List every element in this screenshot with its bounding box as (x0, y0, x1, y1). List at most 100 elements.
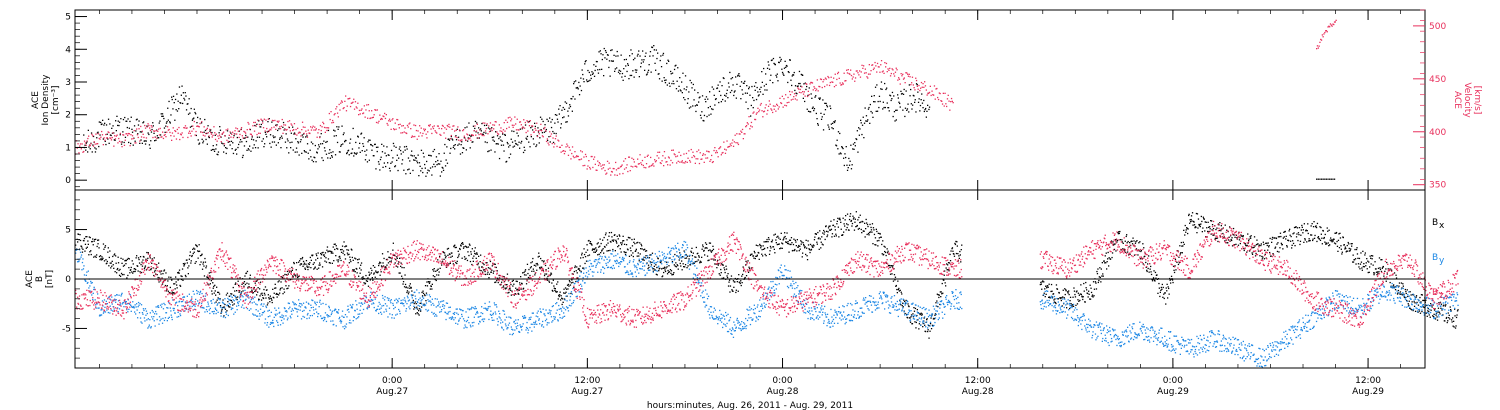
velocity-point (649, 165, 651, 167)
bx-point (560, 299, 562, 301)
bx-point (1397, 289, 1400, 292)
bx-point (88, 236, 90, 238)
bx-point (1177, 263, 1180, 266)
ion-density-point (232, 142, 234, 144)
ion-density-point (533, 143, 535, 145)
bx-point (321, 252, 323, 254)
bx-point (1253, 246, 1255, 248)
bx-point (1196, 232, 1198, 234)
velocity-point (789, 94, 792, 96)
ion-density-point (823, 113, 825, 115)
bx-point (1078, 300, 1080, 302)
bx-point (1108, 265, 1110, 267)
ion-density-point (895, 109, 897, 111)
velocity-point (650, 165, 653, 167)
bx-point (127, 257, 129, 260)
bx-point (233, 303, 235, 305)
bx-point (530, 266, 532, 268)
velocity-point (505, 119, 507, 121)
velocity-point (684, 162, 686, 164)
bx-point (758, 258, 760, 260)
velocity-point (813, 86, 815, 88)
bx-point (897, 288, 899, 291)
bx-point (307, 263, 310, 265)
bx-point (380, 271, 382, 273)
velocity-point (284, 128, 286, 131)
bx-point (520, 276, 522, 278)
velocity-point (175, 130, 177, 133)
ion-density-point (295, 138, 297, 140)
velocity-point (877, 66, 879, 68)
velocity-point (188, 132, 190, 134)
velocity-point (289, 130, 291, 132)
velocity-point (835, 84, 837, 86)
velocity-point (779, 97, 781, 99)
bx-point (1220, 230, 1222, 232)
bx-point (548, 281, 551, 283)
bx-point (312, 254, 314, 256)
bx-point (787, 243, 790, 245)
velocity-point (910, 84, 912, 86)
velocity-point (915, 77, 917, 79)
bx-point (517, 288, 519, 290)
velocity-point (836, 78, 838, 81)
velocity-point (210, 131, 212, 134)
bx-point (1318, 238, 1321, 240)
ion-density-point (344, 141, 346, 143)
bx-point (1380, 270, 1383, 273)
bx-point (605, 244, 608, 246)
bx-point (818, 237, 820, 239)
bx-point (101, 258, 104, 260)
bx-point (225, 294, 228, 296)
bx-point (541, 260, 543, 262)
bx-point (1283, 231, 1285, 233)
velocity-point (856, 70, 858, 72)
bx-point (1372, 255, 1374, 257)
bx-point (771, 241, 773, 243)
ion-density-point (487, 127, 490, 129)
ion-density-point (914, 101, 916, 103)
bx-point (795, 241, 797, 243)
velocity-point (889, 75, 892, 77)
bx-point (157, 276, 159, 279)
ion-density-point (370, 143, 372, 146)
bx-point (470, 253, 472, 255)
velocity-point (782, 106, 784, 108)
bx-point (1299, 243, 1301, 246)
velocity-point (776, 103, 778, 105)
velocity-point (603, 164, 605, 166)
ion-density-point (172, 95, 175, 97)
ion-density-point (495, 143, 497, 145)
velocity-point (397, 119, 399, 121)
velocity-point (616, 174, 618, 176)
bx-point (306, 265, 308, 267)
velocity-point (644, 156, 646, 158)
ion-density-point (757, 91, 759, 93)
ion-density-point (605, 51, 607, 54)
ion-density-point (458, 143, 460, 145)
velocity-point (151, 126, 153, 128)
bx-point (1306, 241, 1308, 243)
velocity-point (618, 167, 620, 169)
ion-density-point (711, 108, 713, 110)
bx-point (91, 240, 93, 243)
velocity-late-point (1320, 39, 1323, 41)
bx-point (1169, 279, 1171, 281)
ion-density-point (593, 64, 595, 66)
ion-density-point (448, 138, 450, 140)
bx-point (725, 268, 728, 270)
ion-density-point (366, 161, 369, 163)
ion-density-point (92, 144, 94, 146)
velocity-point (331, 122, 333, 124)
ion-density-point (215, 144, 218, 146)
bx-point (387, 262, 390, 264)
velocity-point (859, 70, 861, 72)
velocity-point (689, 161, 692, 163)
bx-point (914, 321, 916, 323)
velocity-point (292, 129, 294, 132)
bx-point (628, 237, 630, 239)
bx-point (334, 243, 336, 245)
bx-point (510, 294, 512, 296)
bx-point (548, 280, 550, 282)
bx-point (1063, 297, 1065, 299)
